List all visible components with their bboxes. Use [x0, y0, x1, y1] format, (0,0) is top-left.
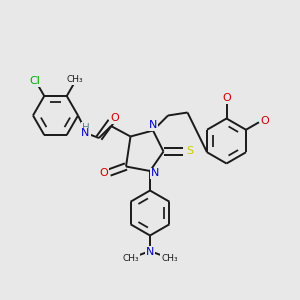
- Text: S: S: [186, 146, 193, 157]
- Text: CH₃: CH₃: [122, 254, 139, 263]
- Text: N: N: [151, 168, 159, 178]
- Text: CH₃: CH₃: [67, 75, 83, 84]
- Text: O: O: [223, 93, 232, 103]
- Text: H: H: [82, 123, 89, 133]
- Text: N: N: [149, 120, 157, 130]
- Text: Cl: Cl: [29, 76, 40, 85]
- Text: O: O: [261, 116, 269, 126]
- Text: CH₃: CH₃: [161, 254, 178, 263]
- Text: N: N: [81, 128, 90, 139]
- Text: O: O: [110, 113, 119, 123]
- Text: O: O: [99, 167, 108, 178]
- Text: N: N: [146, 247, 154, 257]
